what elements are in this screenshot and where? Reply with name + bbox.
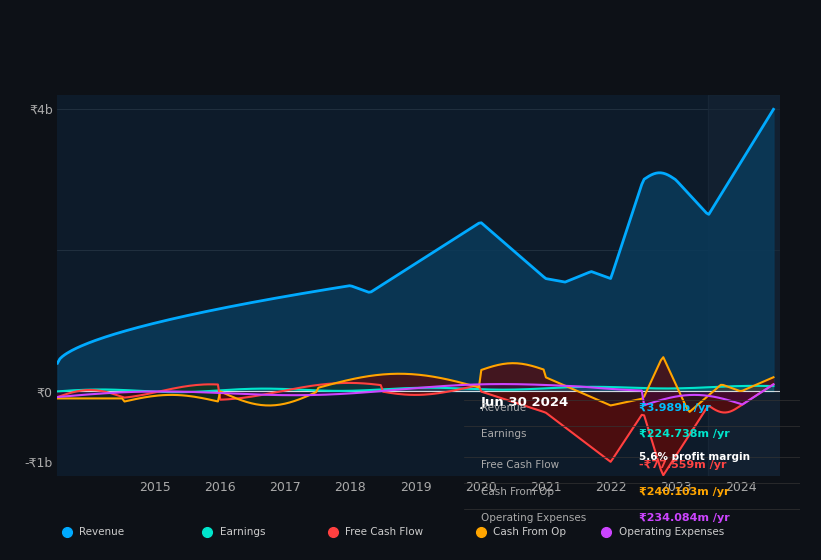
Text: Free Cash Flow: Free Cash Flow (481, 460, 559, 470)
Text: 5.6% profit margin: 5.6% profit margin (639, 452, 750, 462)
Bar (709, 95, 780, 476)
Text: ₹224.738m /yr: ₹224.738m /yr (639, 429, 730, 439)
Text: Revenue: Revenue (80, 527, 125, 537)
Text: Cash From Op: Cash From Op (481, 487, 553, 497)
Text: ₹3.989b /yr: ₹3.989b /yr (639, 403, 711, 413)
Text: Cash From Op: Cash From Op (493, 527, 566, 537)
Text: -₹77.559m /yr: -₹77.559m /yr (639, 460, 727, 470)
Text: Jun 30 2024: Jun 30 2024 (481, 396, 569, 409)
Text: Earnings: Earnings (481, 429, 526, 439)
Text: ₹240.103m /yr: ₹240.103m /yr (639, 487, 729, 497)
Text: Revenue: Revenue (481, 403, 525, 413)
Text: Operating Expenses: Operating Expenses (481, 512, 586, 522)
Text: ₹234.084m /yr: ₹234.084m /yr (639, 512, 730, 522)
Text: Free Cash Flow: Free Cash Flow (346, 527, 424, 537)
Text: Earnings: Earnings (220, 527, 265, 537)
Text: Operating Expenses: Operating Expenses (619, 527, 724, 537)
